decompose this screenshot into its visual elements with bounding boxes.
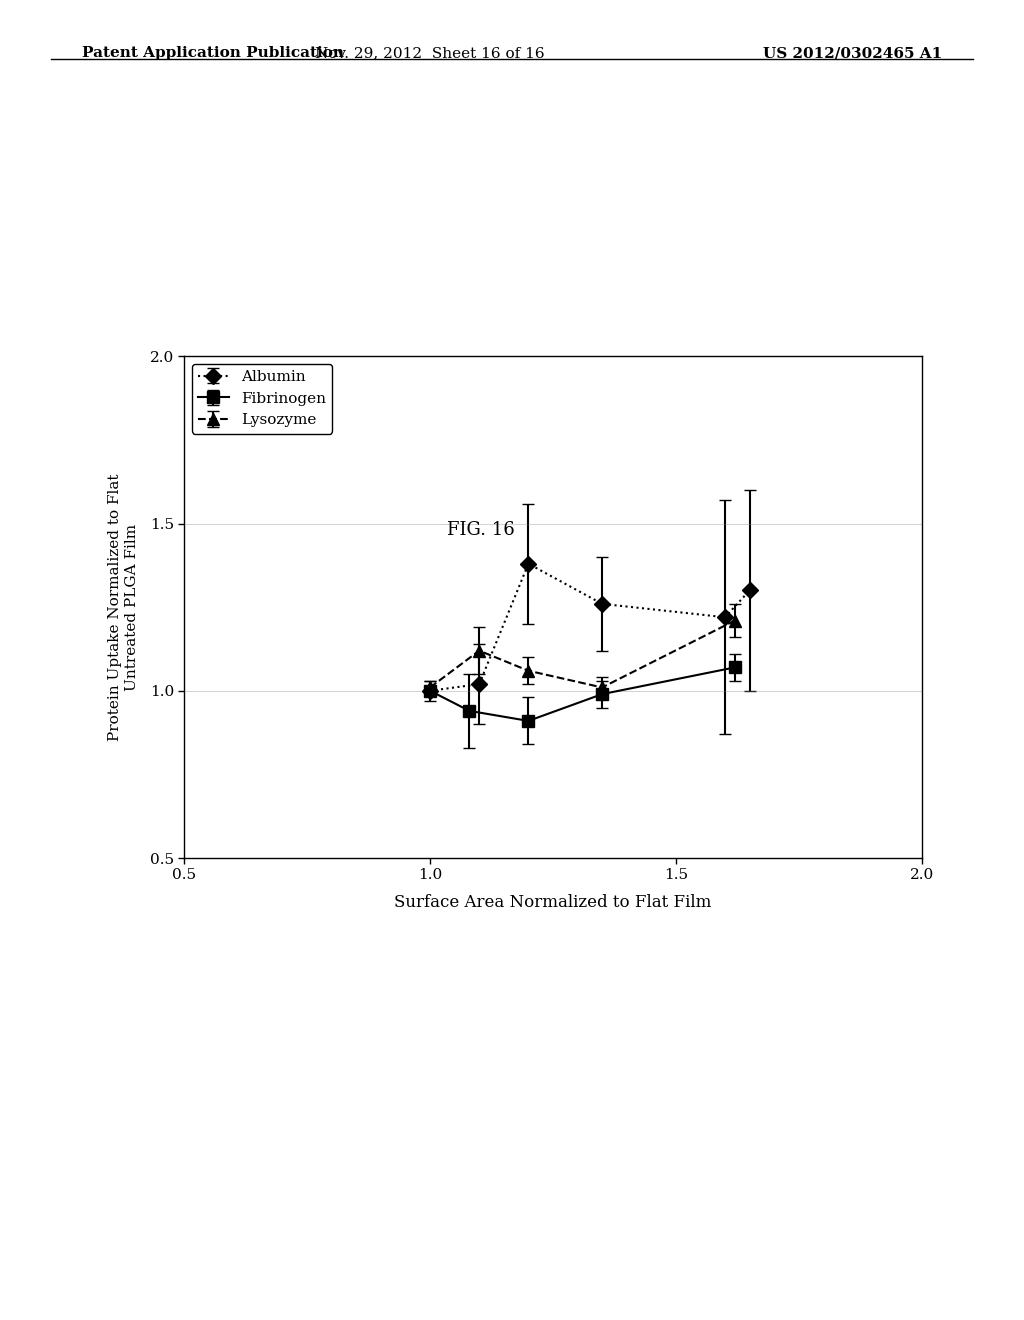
Legend: Albumin, Fibrinogen, Lysozyme: Albumin, Fibrinogen, Lysozyme (191, 364, 332, 433)
X-axis label: Surface Area Normalized to Flat Film: Surface Area Normalized to Flat Film (394, 894, 712, 911)
Text: FIG. 16: FIG. 16 (447, 521, 515, 540)
Text: Nov. 29, 2012  Sheet 16 of 16: Nov. 29, 2012 Sheet 16 of 16 (315, 46, 545, 61)
Y-axis label: Protein Uptake Normalized to Flat
Untreated PLGA Film: Protein Uptake Normalized to Flat Untrea… (109, 474, 138, 741)
Text: Patent Application Publication: Patent Application Publication (82, 46, 344, 61)
Text: US 2012/0302465 A1: US 2012/0302465 A1 (763, 46, 942, 61)
